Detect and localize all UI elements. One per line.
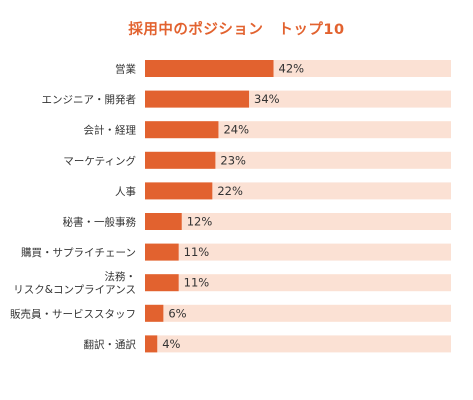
category-label: マーケティング xyxy=(63,154,136,167)
bar-value-label: 22% xyxy=(217,184,243,198)
category-label: 秘書・一般事務 xyxy=(63,216,137,229)
category-label: 会計・経理 xyxy=(84,124,137,137)
bar-value-label: 24% xyxy=(223,123,249,137)
bar-track xyxy=(145,335,451,353)
bar-value-label: 42% xyxy=(279,62,305,76)
category-label: エンジニア・開発者 xyxy=(42,93,137,106)
category-label: 法務・リスク&コンプライアンス xyxy=(13,270,136,296)
bar xyxy=(145,304,164,322)
bar xyxy=(145,243,179,261)
bar-track xyxy=(145,182,451,200)
bar-value-label: 23% xyxy=(220,153,246,167)
bar xyxy=(145,213,182,230)
category-label: 人事 xyxy=(115,185,136,198)
bar-value-label: 4% xyxy=(162,337,180,351)
bar-value-label: 11% xyxy=(184,245,210,259)
bar-value-label: 6% xyxy=(168,306,186,320)
category-label: 購買・サプライチェーン xyxy=(21,246,136,259)
bar-value-label: 11% xyxy=(184,276,210,290)
bar xyxy=(145,121,219,139)
bar xyxy=(145,182,213,200)
bar-track xyxy=(145,151,451,169)
bar-track xyxy=(145,274,451,292)
category-label: 翻訳・通訳 xyxy=(84,338,137,351)
bar xyxy=(145,60,274,77)
bar-value-label: 12% xyxy=(187,215,213,229)
category-label: 販売員・サービススタッフ xyxy=(10,307,136,320)
bar xyxy=(145,151,216,169)
category-label: 営業 xyxy=(115,63,136,76)
bar xyxy=(145,90,250,108)
bar-track xyxy=(145,213,451,230)
bar-track xyxy=(145,304,451,322)
bar xyxy=(145,274,179,292)
bar-track xyxy=(145,243,451,261)
chart-title: 採用中のポジション トップ10 xyxy=(128,22,345,38)
bar xyxy=(145,335,158,353)
bar-value-label: 34% xyxy=(254,92,280,106)
bar-track xyxy=(145,121,451,139)
